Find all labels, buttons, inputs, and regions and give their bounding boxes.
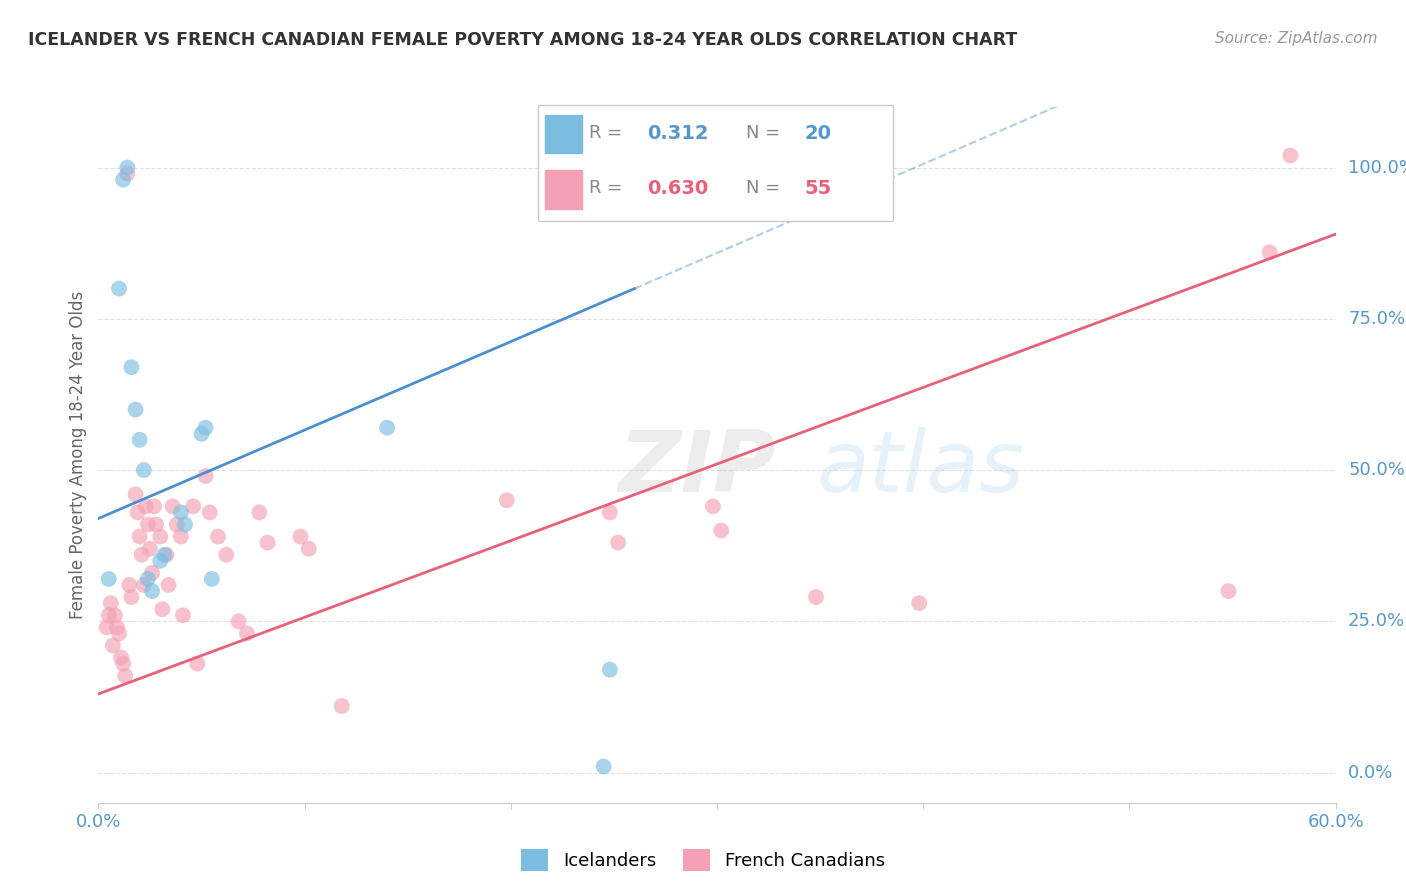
- Point: [96, 620, 118, 634]
- Point: [215, 548, 238, 562]
- Text: 25.0%: 25.0%: [1348, 612, 1405, 631]
- Point: [108, 626, 131, 640]
- Point: [136, 572, 159, 586]
- Point: [105, 620, 128, 634]
- Point: [110, 650, 132, 665]
- Point: [157, 578, 180, 592]
- Point: [181, 500, 204, 514]
- Text: 75.0%: 75.0%: [1348, 310, 1405, 327]
- Point: [145, 517, 167, 532]
- Point: [97, 572, 120, 586]
- Bar: [546, 115, 582, 153]
- Point: [118, 578, 141, 592]
- Point: [112, 172, 135, 186]
- Point: [247, 505, 270, 519]
- Point: [256, 535, 278, 549]
- Text: ZIP: ZIP: [619, 427, 776, 510]
- Point: [298, 541, 321, 556]
- Point: [141, 566, 163, 580]
- Point: [599, 505, 621, 519]
- Text: ICELANDER VS FRENCH CANADIAN FEMALE POVERTY AMONG 18-24 YEAR OLDS CORRELATION CH: ICELANDER VS FRENCH CANADIAN FEMALE POVE…: [28, 31, 1018, 49]
- Point: [135, 500, 157, 514]
- Point: [228, 615, 250, 629]
- Point: [149, 530, 172, 544]
- Text: R =: R =: [589, 124, 628, 143]
- Text: R =: R =: [589, 179, 628, 197]
- Point: [132, 578, 155, 592]
- Point: [495, 493, 517, 508]
- Point: [101, 639, 124, 653]
- Point: [100, 596, 122, 610]
- Text: 0.630: 0.630: [648, 178, 709, 198]
- Point: [1279, 148, 1302, 162]
- Point: [120, 590, 142, 604]
- Point: [599, 663, 621, 677]
- Point: [908, 596, 931, 610]
- Point: [710, 524, 733, 538]
- Point: [592, 759, 614, 773]
- Point: [1218, 584, 1240, 599]
- Legend: Icelanders, French Canadians: Icelanders, French Canadians: [515, 842, 891, 879]
- Point: [198, 505, 221, 519]
- Point: [330, 698, 353, 713]
- Point: [375, 420, 398, 434]
- Text: 55: 55: [804, 178, 832, 198]
- Point: [290, 530, 312, 544]
- Point: [128, 433, 150, 447]
- Point: [131, 548, 153, 562]
- FancyBboxPatch shape: [538, 105, 893, 220]
- Point: [124, 487, 146, 501]
- Text: 50.0%: 50.0%: [1348, 461, 1405, 479]
- Point: [141, 584, 163, 599]
- Point: [804, 590, 827, 604]
- Point: [236, 626, 259, 640]
- Point: [124, 402, 146, 417]
- Point: [194, 420, 217, 434]
- Point: [702, 500, 724, 514]
- Point: [114, 669, 136, 683]
- Point: [108, 281, 131, 295]
- Point: [1258, 245, 1281, 260]
- Bar: [546, 170, 582, 209]
- Text: atlas: atlas: [815, 427, 1024, 510]
- Point: [207, 530, 229, 544]
- Point: [127, 505, 149, 519]
- Text: 0.312: 0.312: [648, 124, 709, 143]
- Text: 100.0%: 100.0%: [1348, 159, 1406, 177]
- Point: [155, 548, 177, 562]
- Point: [149, 554, 172, 568]
- Point: [139, 541, 162, 556]
- Point: [117, 161, 139, 175]
- Point: [201, 572, 224, 586]
- Text: 0.0%: 0.0%: [1348, 764, 1393, 781]
- Point: [150, 602, 173, 616]
- Point: [97, 608, 120, 623]
- Point: [120, 360, 142, 375]
- Text: N =: N =: [747, 179, 786, 197]
- Point: [112, 657, 135, 671]
- Y-axis label: Female Poverty Among 18-24 Year Olds: Female Poverty Among 18-24 Year Olds: [69, 291, 87, 619]
- Point: [172, 608, 194, 623]
- Text: Source: ZipAtlas.com: Source: ZipAtlas.com: [1215, 31, 1378, 46]
- Point: [170, 505, 193, 519]
- Point: [194, 469, 217, 483]
- Point: [132, 463, 155, 477]
- Point: [143, 500, 166, 514]
- Point: [162, 500, 184, 514]
- Text: 20: 20: [804, 124, 832, 143]
- Point: [174, 517, 197, 532]
- Point: [104, 608, 127, 623]
- Point: [170, 530, 193, 544]
- Point: [190, 426, 212, 441]
- Point: [166, 517, 188, 532]
- Point: [136, 517, 159, 532]
- Point: [153, 548, 176, 562]
- Point: [128, 530, 150, 544]
- Point: [186, 657, 208, 671]
- Text: N =: N =: [747, 124, 786, 143]
- Point: [117, 167, 139, 181]
- Point: [607, 535, 630, 549]
